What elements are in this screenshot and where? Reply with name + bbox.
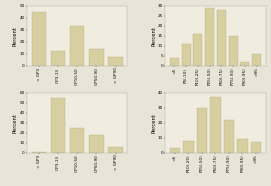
- Bar: [170, 148, 180, 153]
- Bar: [32, 152, 46, 153]
- Bar: [210, 97, 221, 153]
- Bar: [251, 142, 261, 153]
- Bar: [193, 33, 202, 65]
- Bar: [89, 134, 104, 153]
- Bar: [197, 108, 207, 153]
- Bar: [252, 54, 261, 65]
- Bar: [170, 57, 179, 65]
- Bar: [51, 51, 65, 65]
- Bar: [240, 62, 249, 65]
- Bar: [182, 44, 191, 65]
- Bar: [32, 12, 46, 65]
- Bar: [108, 147, 123, 153]
- Bar: [51, 97, 65, 153]
- Y-axis label: Percent: Percent: [151, 25, 156, 46]
- Bar: [217, 9, 226, 65]
- Y-axis label: Percent: Percent: [13, 25, 18, 46]
- Bar: [108, 57, 123, 65]
- Bar: [70, 128, 84, 153]
- Y-axis label: Percent: Percent: [151, 113, 156, 133]
- Y-axis label: Percent: Percent: [13, 113, 18, 133]
- Bar: [229, 36, 237, 65]
- Bar: [205, 8, 214, 65]
- Bar: [183, 141, 193, 153]
- Bar: [70, 26, 84, 65]
- Bar: [237, 139, 247, 153]
- Bar: [224, 120, 234, 153]
- Bar: [89, 49, 104, 65]
